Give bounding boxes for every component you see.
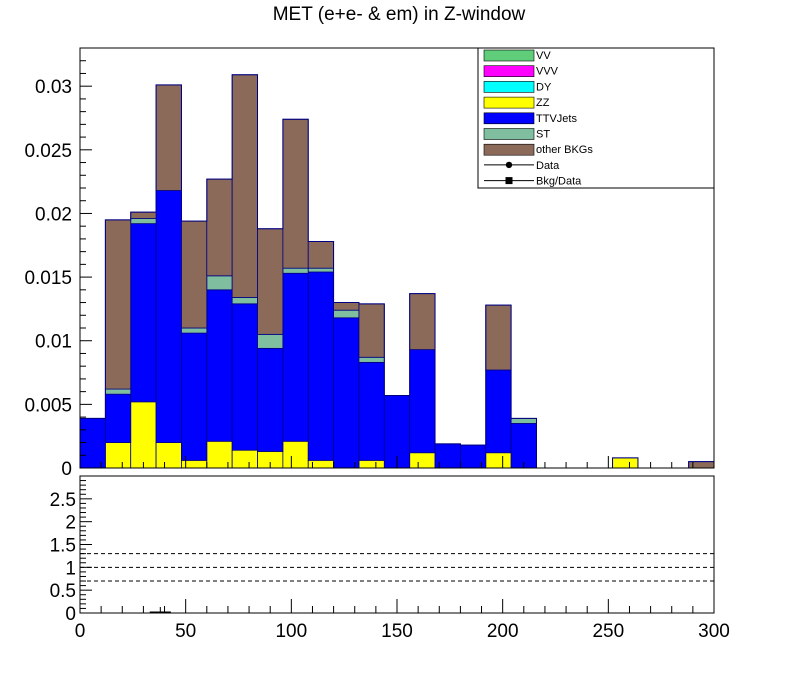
x-tick-label: 50 (175, 621, 196, 642)
bar-other-bkgs (307, 241, 334, 269)
legend-swatch (483, 49, 535, 62)
bar-zz (485, 452, 512, 469)
bar-other-bkgs (181, 220, 208, 329)
chart-title: MET (e+e- & em) in Z-window (272, 4, 526, 25)
y-tick-label: 0.005 (24, 395, 72, 416)
legend-swatch (483, 112, 535, 125)
bar-other-bkgs (231, 74, 258, 298)
bar-ttvjets (282, 272, 309, 442)
ratio-y-tick-label: 2.5 (50, 490, 76, 511)
bar-ttvjets (104, 393, 132, 443)
bar-zz (104, 442, 132, 469)
bar-ttvjets (409, 349, 436, 454)
bar-st (307, 267, 334, 273)
legend-label: VVV (536, 66, 559, 78)
x-tick-label: 150 (381, 621, 413, 642)
bar-ttvjets (181, 332, 208, 461)
ratio-y-tick-label: 1 (65, 558, 76, 579)
bottom-pad-frame (79, 475, 715, 614)
bar-ttvjets (510, 423, 537, 469)
x-tick-label: 100 (275, 621, 307, 642)
legend-label: ZZ (536, 97, 550, 109)
legend-label: Bkg/Data (536, 176, 582, 188)
bar-zz (130, 401, 157, 469)
x-tick-label: 200 (487, 621, 519, 642)
bar-other-bkgs (358, 303, 385, 358)
bar-st (104, 388, 132, 395)
legend-label: other BKGs (536, 144, 593, 156)
bar-ttvjets (130, 223, 157, 403)
bar-other-bkgs (130, 211, 157, 219)
bar-zz (155, 442, 182, 469)
bar-ttvjets (79, 417, 106, 469)
legend-swatch (483, 65, 535, 77)
ratio-y-tick-label: 0.5 (50, 581, 76, 602)
legend-swatch (483, 128, 535, 140)
bar-st (206, 275, 233, 291)
bar-ttvjets (155, 190, 182, 443)
y-tick-label: 0.03 (35, 77, 72, 98)
legend-label: ST (536, 129, 550, 141)
bar-st (181, 327, 208, 334)
bar-st (358, 356, 385, 363)
x-tick-label: 0 (75, 621, 86, 642)
x-tick-label: 300 (698, 621, 730, 642)
legend-marker-square (505, 177, 513, 185)
bar-st (130, 218, 157, 225)
bar-zz (409, 452, 436, 469)
legend-label: Data (536, 160, 560, 172)
legend-label: DY (536, 81, 552, 93)
bar-other-bkgs (155, 84, 182, 191)
bar-zz (282, 440, 309, 469)
legend-label: VV (536, 50, 551, 62)
bar-ttvjets (206, 289, 233, 442)
ratio-y-tick-label: 2 (65, 513, 76, 534)
bar-ttvjets (358, 361, 385, 461)
bar-other-bkgs (257, 228, 284, 335)
legend-swatch (483, 81, 535, 93)
ratio-y-tick-label: 1.5 (50, 536, 76, 557)
bar-st (257, 333, 284, 349)
legend-label: TTVJets (536, 113, 577, 125)
bar-ttvjets (485, 369, 512, 454)
bar-st (333, 309, 360, 319)
bar-other-bkgs (333, 302, 360, 311)
y-tick-label: 0.015 (24, 268, 72, 289)
y-tick-label: 0 (61, 459, 72, 480)
bar-other-bkgs (104, 219, 132, 390)
bar-zz (231, 449, 258, 469)
y-tick-label: 0.01 (35, 332, 72, 353)
legend-marker-circle (505, 161, 513, 169)
bar-ttvjets (231, 303, 258, 451)
bar-other-bkgs (409, 293, 436, 351)
bar-zz (612, 457, 639, 469)
x-tick-label: 250 (592, 621, 624, 642)
bar-other-bkgs (282, 118, 309, 269)
bar-st (510, 417, 537, 424)
legend-swatch (483, 96, 535, 109)
bar-st (282, 267, 309, 274)
bar-ttvjets (257, 347, 284, 452)
bar-other-bkgs (485, 304, 512, 371)
ratio-y-tick-label: 0 (65, 604, 76, 625)
bar-zz (358, 459, 385, 469)
y-tick-label: 0.02 (35, 204, 72, 225)
bar-st (231, 297, 258, 305)
y-tick-label: 0.025 (24, 141, 72, 162)
legend-swatch (483, 143, 535, 156)
bar-other-bkgs (206, 178, 233, 277)
bar-ttvjets (333, 317, 360, 469)
bar-ttvjets (307, 271, 334, 461)
